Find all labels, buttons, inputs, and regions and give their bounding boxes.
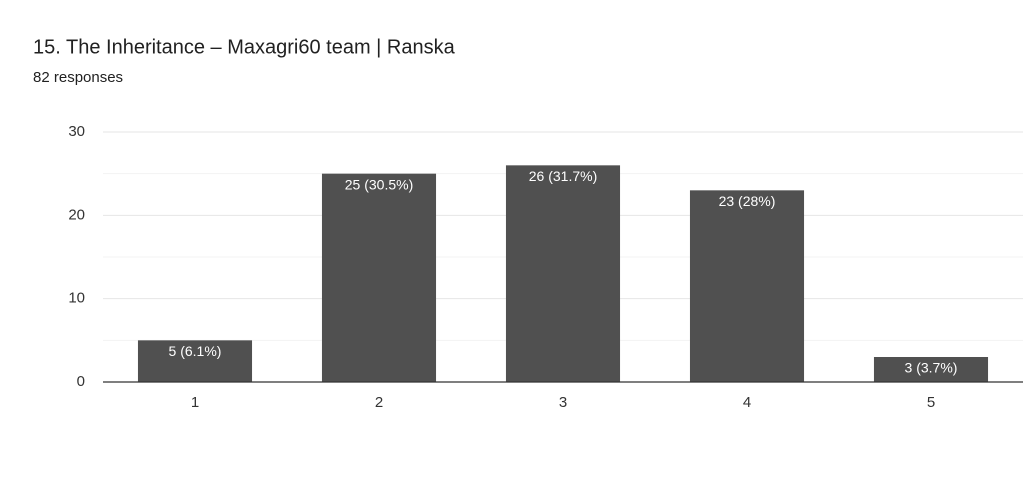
data-label: 23 (28%) (719, 193, 776, 209)
data-label: 25 (30.5%) (345, 176, 413, 192)
bar (321, 173, 437, 382)
data-label: 26 (31.7%) (529, 168, 597, 184)
bar (137, 340, 253, 382)
x-tick-label: 5 (927, 394, 935, 411)
bar (505, 165, 621, 382)
x-tick-label: 1 (191, 394, 199, 411)
x-tick-label: 4 (743, 394, 751, 411)
data-label: 5 (6.1%) (169, 343, 222, 359)
y-tick-label: 20 (68, 206, 85, 223)
x-tick-label: 3 (559, 394, 567, 411)
x-tick-label: 2 (375, 394, 383, 411)
y-tick-label: 10 (68, 290, 85, 307)
y-tick-label: 0 (77, 373, 85, 390)
y-tick-label: 30 (68, 123, 85, 140)
bar (689, 190, 805, 382)
chart-subtitle: 82 responses (33, 69, 123, 86)
data-label: 3 (3.7%) (905, 360, 958, 376)
bar (873, 357, 989, 382)
chart-title: 15. The Inheritance – Maxagri60 team | R… (33, 36, 456, 58)
